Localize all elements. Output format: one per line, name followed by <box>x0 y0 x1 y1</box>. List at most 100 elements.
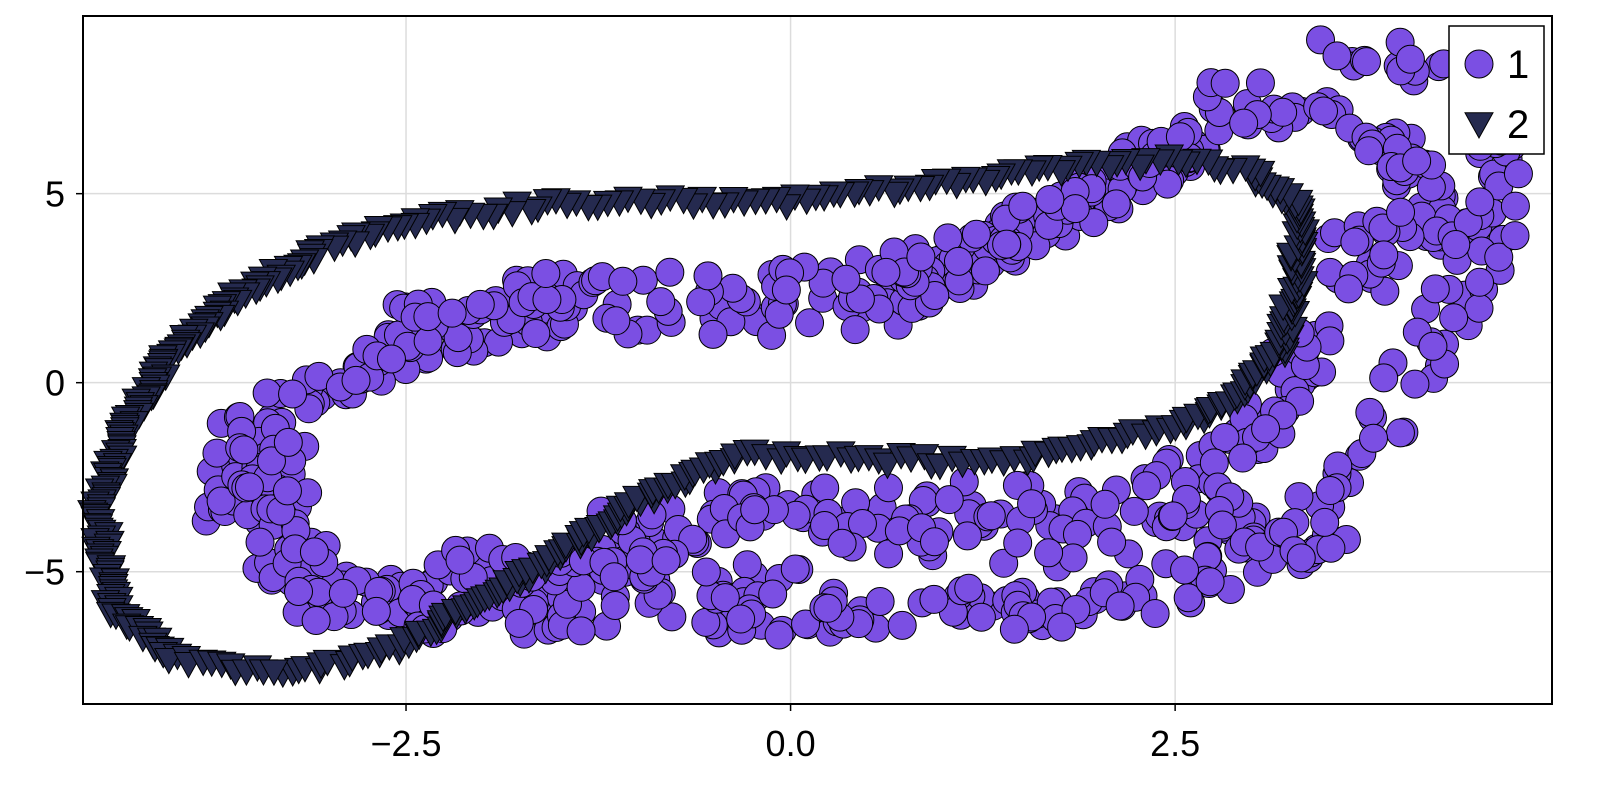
data-point-circle <box>1207 510 1237 540</box>
data-point-circle <box>1097 527 1127 557</box>
data-point-circle <box>1310 507 1340 537</box>
data-point-circle <box>1131 471 1161 501</box>
data-point-circle <box>1359 423 1389 453</box>
data-point-circle <box>952 521 982 551</box>
data-point-circle <box>328 578 358 608</box>
data-point-circle <box>845 284 875 314</box>
data-point-circle <box>341 365 371 395</box>
x-tick-label: 0.0 <box>766 723 816 764</box>
data-point-circle <box>810 510 840 540</box>
data-point-circle <box>445 545 475 575</box>
data-point-circle <box>1034 538 1064 568</box>
data-point-circle <box>1369 240 1399 270</box>
data-point-circle <box>764 620 794 650</box>
y-tick-label: 5 <box>45 174 65 215</box>
data-point-circle <box>256 446 286 476</box>
data-point-circle <box>943 246 973 276</box>
data-point-circle <box>531 259 561 289</box>
legend-label: 2 <box>1507 103 1529 147</box>
data-point-circle <box>1500 191 1530 221</box>
series-2-points <box>77 144 1321 689</box>
data-point-circle <box>1140 598 1170 628</box>
data-point-circle <box>504 608 534 638</box>
data-point-circle <box>966 602 996 632</box>
data-point-circle <box>278 379 308 409</box>
data-point-circle <box>273 427 303 457</box>
y-tick-label: −5 <box>24 552 65 593</box>
data-point-circle <box>1035 184 1065 214</box>
data-point-circle <box>1418 331 1448 361</box>
data-point-circle <box>521 319 551 349</box>
data-point-circle <box>1340 227 1370 257</box>
data-point-circle <box>840 315 870 345</box>
data-point-circle <box>740 495 770 525</box>
data-point-circle <box>1195 567 1225 597</box>
scatter-points <box>77 25 1533 689</box>
data-point-circle <box>693 261 723 291</box>
data-point-circle <box>1284 482 1314 512</box>
data-point-circle <box>1017 489 1047 519</box>
data-point-circle <box>1484 242 1514 272</box>
data-point-circle <box>758 579 788 609</box>
data-point-circle <box>1251 414 1281 444</box>
data-point-circle <box>795 308 825 338</box>
data-point-circle <box>791 609 821 639</box>
data-point-triangle <box>516 198 547 226</box>
data-point-circle <box>566 616 596 646</box>
data-point-circle <box>1503 159 1533 189</box>
data-point-circle <box>1199 448 1229 478</box>
data-point-circle <box>1464 293 1494 323</box>
data-point-circle <box>1354 136 1384 166</box>
data-point-triangle <box>259 659 289 687</box>
data-point-circle <box>413 302 443 332</box>
data-point-circle <box>272 476 302 506</box>
data-point-circle <box>655 257 685 287</box>
data-point-circle <box>871 257 901 287</box>
data-point-circle <box>206 486 236 516</box>
data-point-circle <box>1210 423 1240 453</box>
data-point-circle <box>1119 496 1149 526</box>
data-point-circle <box>1465 267 1495 297</box>
data-point-circle <box>827 528 857 558</box>
data-point-circle <box>1060 194 1090 224</box>
data-point-circle <box>600 590 630 620</box>
data-point-circle <box>234 472 264 502</box>
data-point-circle <box>1170 555 1200 585</box>
data-point-circle <box>698 319 728 349</box>
data-point-circle <box>1315 476 1345 506</box>
data-point-circle <box>1058 543 1088 573</box>
data-point-circle <box>532 284 562 314</box>
data-point-circle <box>1316 533 1346 563</box>
data-point-circle <box>1465 187 1495 217</box>
data-point-circle <box>1090 489 1120 519</box>
x-tick-label: −2.5 <box>370 723 441 764</box>
data-point-circle <box>437 298 467 328</box>
plot-frame <box>82 15 1553 705</box>
data-point-circle <box>1439 303 1469 333</box>
y-tick-label: 0 <box>45 363 65 404</box>
data-point-circle <box>646 287 676 317</box>
data-point-circle <box>1385 418 1415 448</box>
data-point-circle <box>284 576 314 606</box>
data-point-triangle <box>879 181 910 209</box>
data-point-circle <box>919 527 949 557</box>
data-point-circle <box>1441 230 1471 260</box>
legend-box <box>1448 25 1545 155</box>
data-point-circle <box>970 256 1000 286</box>
data-point-circle <box>831 264 861 294</box>
data-point-circle <box>1101 189 1131 219</box>
data-point-circle <box>1008 191 1038 221</box>
data-point-circle <box>376 344 406 374</box>
data-point-circle <box>732 550 762 580</box>
data-point-circle <box>919 584 949 614</box>
data-point-circle <box>1333 274 1363 304</box>
data-point-circle <box>1322 41 1352 71</box>
data-point-circle <box>1369 363 1399 393</box>
data-point-circle <box>1355 397 1385 427</box>
data-point-circle <box>1420 274 1450 304</box>
data-point-circle <box>989 548 1019 578</box>
data-point-circle <box>992 229 1022 259</box>
data-point-circle <box>771 275 801 305</box>
legend-marker-circle <box>1464 49 1494 79</box>
